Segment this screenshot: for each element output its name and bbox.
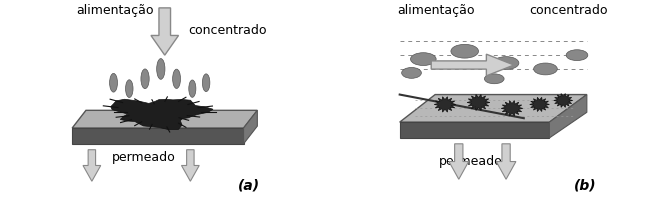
Ellipse shape: [401, 67, 421, 78]
Polygon shape: [400, 122, 550, 138]
Polygon shape: [530, 97, 550, 112]
Ellipse shape: [141, 69, 149, 89]
Polygon shape: [554, 94, 573, 107]
Polygon shape: [72, 110, 258, 128]
Ellipse shape: [451, 44, 478, 58]
Polygon shape: [151, 8, 179, 55]
Text: (a): (a): [239, 178, 260, 192]
Text: alimentação: alimentação: [76, 4, 154, 17]
Ellipse shape: [534, 63, 558, 75]
Text: alimentação: alimentação: [398, 4, 475, 17]
Ellipse shape: [157, 59, 165, 79]
Polygon shape: [431, 54, 514, 76]
Polygon shape: [449, 144, 469, 179]
Text: (b): (b): [573, 178, 596, 192]
Ellipse shape: [484, 74, 504, 84]
Polygon shape: [72, 128, 244, 144]
Ellipse shape: [494, 57, 519, 70]
Text: permeado: permeado: [439, 155, 502, 168]
Text: permeado: permeado: [111, 151, 175, 164]
Text: concentrado: concentrado: [188, 24, 267, 37]
Polygon shape: [244, 110, 258, 144]
Polygon shape: [550, 95, 587, 138]
Ellipse shape: [126, 80, 133, 98]
Ellipse shape: [188, 80, 196, 97]
Ellipse shape: [109, 73, 117, 92]
Ellipse shape: [566, 50, 588, 61]
Polygon shape: [467, 94, 490, 111]
Text: concentrado: concentrado: [530, 4, 608, 17]
Polygon shape: [434, 97, 456, 112]
Polygon shape: [400, 95, 587, 122]
Polygon shape: [181, 150, 199, 181]
Polygon shape: [496, 144, 516, 179]
Polygon shape: [111, 99, 213, 129]
Ellipse shape: [173, 69, 181, 88]
Ellipse shape: [202, 74, 210, 92]
Ellipse shape: [411, 53, 436, 66]
Polygon shape: [501, 101, 523, 116]
Polygon shape: [83, 150, 101, 181]
